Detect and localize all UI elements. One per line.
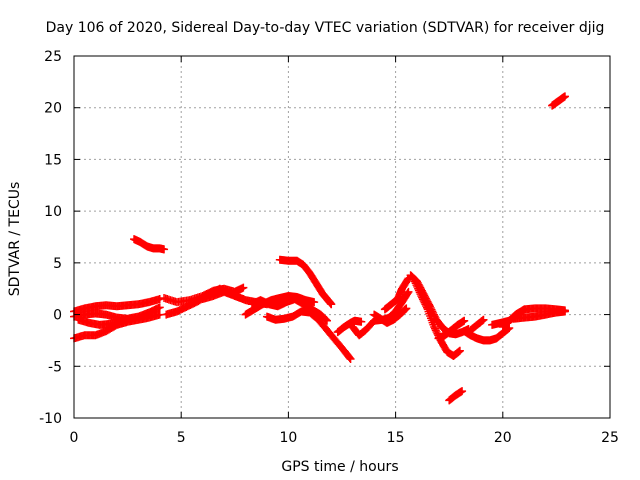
- data-point: [127, 314, 136, 323]
- data-point: [414, 284, 423, 293]
- x-tick-label: 10: [279, 430, 297, 446]
- data-point: [400, 305, 409, 314]
- data-points: [70, 92, 569, 405]
- series-track-z: [548, 92, 569, 110]
- data-point: [327, 300, 336, 309]
- y-axis-label: SDTVAR / TECUs: [7, 182, 23, 297]
- y-tick-label: 10: [44, 204, 62, 220]
- x-tick-label: 15: [387, 430, 405, 446]
- data-point: [404, 287, 413, 296]
- series-track-u: [460, 324, 514, 345]
- chart-title: Day 106 of 2020, Sidereal Day-to-day VTE…: [46, 20, 605, 36]
- series-track-y: [509, 307, 569, 323]
- data-point: [412, 281, 421, 290]
- y-tick-label: 0: [53, 308, 62, 324]
- data-point: [403, 289, 412, 298]
- series-track-v: [466, 315, 488, 335]
- data-point: [455, 346, 464, 355]
- x-tick-label: 20: [494, 430, 512, 446]
- data-point: [560, 92, 569, 101]
- series-track-s: [434, 316, 469, 343]
- data-point: [414, 286, 423, 295]
- data-point: [160, 245, 169, 254]
- y-tick-label: 15: [44, 152, 62, 168]
- data-point: [422, 303, 431, 312]
- y-tick-label: -5: [48, 359, 62, 375]
- x-tick-label: 0: [70, 430, 79, 446]
- data-point: [458, 387, 467, 396]
- data-point: [155, 303, 164, 312]
- data-point: [410, 277, 419, 286]
- x-tick-label: 5: [177, 430, 186, 446]
- data-point: [321, 315, 330, 324]
- data-point: [310, 298, 319, 307]
- series-track-a: [70, 295, 164, 316]
- data-point: [322, 316, 331, 325]
- y-tick-label: 25: [44, 49, 62, 65]
- ticks: 0 5 10 15 20 25 -10 -5 0 5 10 15 20 25: [39, 49, 619, 446]
- data-point: [346, 355, 355, 364]
- data-point: [479, 315, 488, 324]
- series-track-l: [275, 255, 336, 309]
- data-point: [322, 316, 331, 325]
- y-tick-label: 20: [44, 101, 62, 117]
- series-track-r: [410, 277, 464, 360]
- series-track-d: [74, 314, 136, 329]
- data-point: [403, 275, 412, 284]
- series-track-k: [262, 307, 355, 364]
- series-track-p: [380, 274, 413, 314]
- data-point: [560, 307, 569, 316]
- data-point: [413, 282, 422, 291]
- x-tick-label: 25: [601, 430, 619, 446]
- series-track-m: [333, 316, 366, 337]
- data-point: [411, 279, 420, 288]
- data-point: [401, 305, 410, 314]
- data-point: [402, 304, 411, 313]
- x-axis-label: GPS time / hours: [281, 459, 398, 475]
- series-track-t: [445, 387, 467, 405]
- data-point: [345, 354, 354, 363]
- data-point: [239, 283, 248, 292]
- y-tick-label: -10: [39, 411, 62, 427]
- series-track-o: [370, 304, 411, 327]
- plot-frame: [73, 55, 611, 419]
- data-point: [357, 317, 366, 326]
- grid: [74, 56, 610, 418]
- y-tick-label: 5: [53, 256, 62, 272]
- data-point: [460, 316, 469, 325]
- data-point: [505, 324, 514, 333]
- data-point: [416, 290, 425, 299]
- series-track-e: [130, 235, 169, 254]
- data-point: [415, 288, 424, 297]
